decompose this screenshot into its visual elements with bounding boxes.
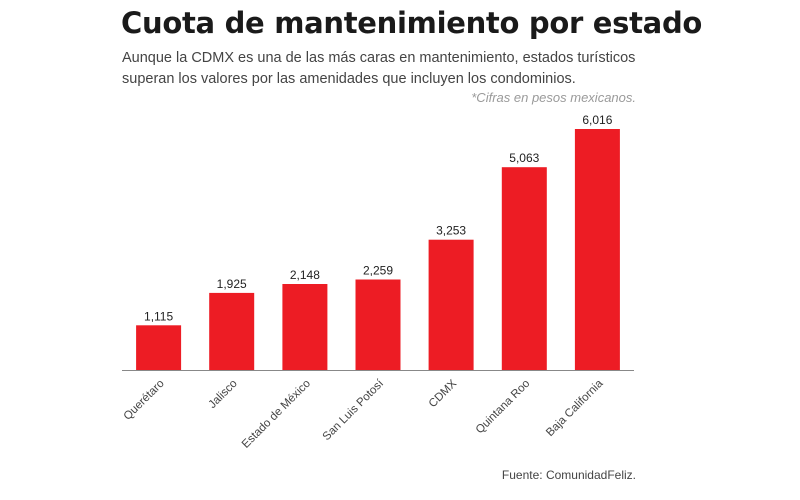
- value-label-2: 2,148: [290, 268, 320, 282]
- category-label-2: Estado de México: [240, 378, 313, 451]
- bar-6: [574, 129, 620, 370]
- value-label-4: 3,253: [436, 224, 466, 238]
- value-label-1: 1,925: [217, 277, 247, 291]
- value-label-5: 5,063: [509, 151, 539, 165]
- value-label-3: 2,259: [363, 264, 393, 278]
- chart-title: Cuota de mantenimiento por estado: [121, 6, 703, 40]
- category-label-0: Querétaro: [122, 378, 167, 423]
- bar-5: [501, 167, 547, 370]
- value-label-0: 1,115: [144, 309, 173, 323]
- category-labels-group: Querétaro Jalisco Estado de México San Luis…: [122, 377, 606, 451]
- category-label-6: Baja California: [544, 377, 606, 439]
- category-label-1: Jalisco: [206, 378, 239, 411]
- currency-note: *Cifras en pesos mexicanos.: [471, 90, 636, 105]
- bar-4: [428, 239, 474, 370]
- source-note: Fuente: ComunidadFeliz.: [501, 468, 636, 482]
- value-labels-group: 1,115 1,925 2,148 2,259 3,253 5,063 6,016: [144, 113, 613, 323]
- category-label-3: San Luis Potosí: [321, 377, 387, 443]
- bar-2: [282, 284, 328, 370]
- bar-3: [355, 279, 401, 370]
- category-label-5: Quintana Roo: [474, 378, 533, 437]
- value-label-6: 6,016: [582, 113, 612, 127]
- bar-1: [209, 292, 255, 370]
- bars-group: [136, 129, 620, 370]
- category-label-4: CDMX: [427, 377, 460, 410]
- bar-0: [136, 325, 182, 370]
- chart-subtitle: Aunque la CDMX es una de las más caras e…: [122, 50, 636, 87]
